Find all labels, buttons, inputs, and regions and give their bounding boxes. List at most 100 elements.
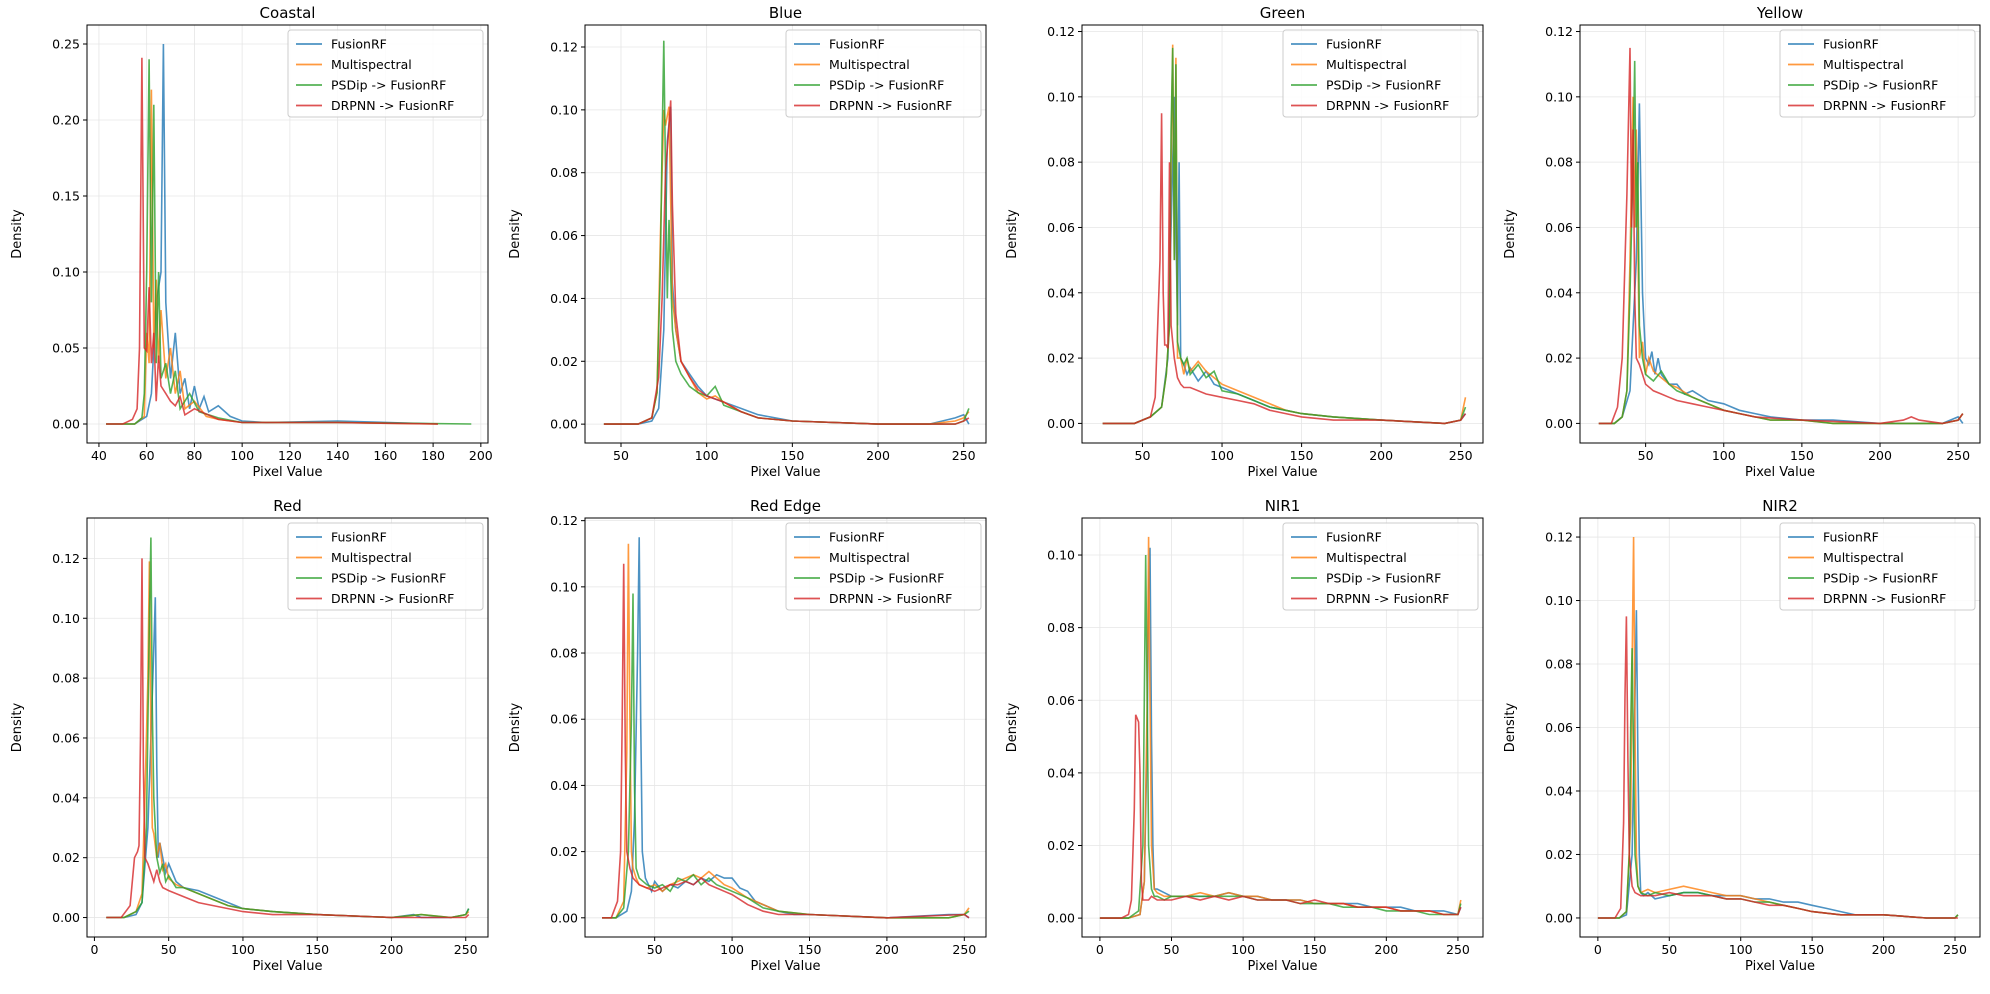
y-tick-label: 0.06 bbox=[1545, 720, 1573, 735]
legend-label: PSDip -> FusionRF bbox=[1326, 571, 1441, 586]
x-axis-label: Pixel Value bbox=[751, 465, 821, 480]
y-tick-label: 0.25 bbox=[52, 37, 80, 52]
y-tick-label: 0.10 bbox=[550, 102, 578, 117]
y-tick-label: 0.10 bbox=[1545, 89, 1573, 104]
legend-label: PSDip -> FusionRF bbox=[1823, 78, 1938, 93]
x-tick-label: 40 bbox=[91, 448, 107, 463]
y-tick-label: 0.00 bbox=[1047, 911, 1075, 926]
legend-label: DRPNN -> FusionRF bbox=[829, 98, 952, 113]
x-tick-label: 150 bbox=[1290, 448, 1314, 463]
x-tick-label: 200 bbox=[380, 942, 404, 957]
y-tick-label: 0.00 bbox=[1545, 910, 1573, 925]
y-tick-label: 0.04 bbox=[1047, 765, 1075, 780]
y-tick-label: 0.10 bbox=[52, 611, 80, 626]
x-tick-label: 0 bbox=[1096, 942, 1104, 957]
x-tick-label: 0 bbox=[1594, 942, 1602, 957]
legend-label: PSDip -> FusionRF bbox=[829, 571, 944, 586]
y-tick-label: 0.08 bbox=[550, 165, 578, 180]
legend-label: PSDip -> FusionRF bbox=[331, 571, 446, 586]
y-tick-label: 0.12 bbox=[1545, 530, 1573, 545]
y-tick-label: 0.04 bbox=[1545, 783, 1573, 798]
x-tick-label: 50 bbox=[1661, 942, 1677, 957]
y-tick-label: 0.04 bbox=[1047, 285, 1075, 300]
series-line-0 bbox=[1598, 103, 1964, 425]
series-line-1 bbox=[106, 561, 470, 919]
legend-box bbox=[785, 522, 982, 611]
y-tick-label: 0.00 bbox=[1545, 416, 1573, 431]
x-tick-label: 250 bbox=[1943, 942, 1967, 957]
x-tick-label: 250 bbox=[1446, 942, 1470, 957]
legend: FusionRF Multispectral PSDip -> FusionRF DR… bbox=[1282, 29, 1479, 118]
y-tick-label: 0.00 bbox=[52, 417, 80, 432]
series-line-2 bbox=[602, 593, 970, 919]
series-line-3 bbox=[106, 57, 438, 425]
y-tick-label: 0.02 bbox=[1047, 351, 1075, 366]
x-tick-label: 150 bbox=[780, 448, 804, 463]
x-tick-label: 100 bbox=[695, 448, 719, 463]
legend: FusionRF Multispectral PSDip -> FusionRF DR… bbox=[287, 29, 484, 118]
legend: FusionRF Multispectral PSDip -> FusionRF DR… bbox=[1282, 522, 1479, 611]
legend-label: FusionRF bbox=[1823, 530, 1879, 545]
x-tick-label: 100 bbox=[1712, 448, 1736, 463]
x-tick-label: 100 bbox=[1210, 448, 1234, 463]
subplot-green: 50 100 150 200 250 0.00 0.02 0.04 0.06 0.08 0.10 0.… bbox=[1005, 4, 1484, 480]
subplot-title: Blue bbox=[769, 4, 802, 22]
legend-label: FusionRF bbox=[331, 530, 387, 545]
legend-box bbox=[287, 522, 484, 611]
legend-label: DRPNN -> FusionRF bbox=[331, 591, 454, 606]
y-tick-label: 0.06 bbox=[52, 730, 80, 745]
y-tick-label: 0.00 bbox=[1047, 416, 1075, 431]
y-tick-label: 0.02 bbox=[1545, 351, 1573, 366]
y-tick-label: 0.12 bbox=[52, 551, 80, 566]
x-tick-label: 200 bbox=[1369, 448, 1393, 463]
y-tick-label: 0.02 bbox=[1545, 847, 1573, 862]
y-tick-label: 0.00 bbox=[550, 417, 578, 432]
legend-label: FusionRF bbox=[829, 37, 885, 52]
series-line-0 bbox=[1597, 610, 1959, 919]
series-line-2 bbox=[1099, 554, 1462, 919]
series-line-3 bbox=[602, 563, 970, 919]
x-axis-label: Pixel Value bbox=[1745, 959, 1815, 974]
series-line-3 bbox=[1598, 47, 1964, 425]
x-tick-label: 200 bbox=[1868, 448, 1892, 463]
subplot-title: Coastal bbox=[260, 4, 316, 22]
legend-box bbox=[287, 29, 484, 118]
x-tick-label: 100 bbox=[231, 942, 255, 957]
y-tick-label: 0.08 bbox=[1047, 620, 1075, 635]
legend-label: PSDip -> FusionRF bbox=[1823, 571, 1938, 586]
x-tick-label: 100 bbox=[230, 448, 254, 463]
legend-label: Multispectral bbox=[1326, 57, 1407, 72]
subplot-red: 0 50 100 150 200 250 0.00 0.02 0.04 0.06 0.08 0.10 0… bbox=[10, 497, 489, 974]
legend: FusionRF Multispectral PSDip -> FusionRF DR… bbox=[1779, 522, 1976, 611]
x-tick-label: 250 bbox=[952, 448, 976, 463]
y-tick-label: 0.12 bbox=[1047, 24, 1075, 39]
y-tick-label: 0.08 bbox=[52, 671, 80, 686]
subplot-nir1: 0 50 100 150 200 250 0.00 0.02 0.04 0.06 0.08 0.10 N… bbox=[1005, 497, 1484, 974]
y-axis-label: Density bbox=[508, 209, 523, 259]
x-tick-label: 120 bbox=[278, 448, 302, 463]
y-tick-label: 0.06 bbox=[550, 228, 578, 243]
y-tick-label: 0.06 bbox=[1047, 220, 1075, 235]
axes-frame bbox=[1081, 517, 1484, 938]
y-axis-label: Density bbox=[1503, 209, 1518, 259]
legend-label: DRPNN -> FusionRF bbox=[1326, 591, 1449, 606]
x-tick-label: 100 bbox=[1729, 942, 1753, 957]
x-tick-label: 200 bbox=[469, 448, 493, 463]
y-tick-label: 0.08 bbox=[550, 646, 578, 661]
subplot-title: Yellow bbox=[1756, 4, 1803, 22]
x-tick-label: 250 bbox=[952, 942, 976, 957]
axes-frame bbox=[584, 24, 987, 444]
y-tick-label: 0.04 bbox=[550, 291, 578, 306]
x-tick-label: 160 bbox=[373, 448, 397, 463]
y-axis-label: Density bbox=[1503, 702, 1518, 752]
series-line-1 bbox=[1598, 96, 1964, 425]
x-tick-label: 180 bbox=[421, 448, 445, 463]
legend-label: Multispectral bbox=[829, 57, 910, 72]
series-line-3 bbox=[1099, 714, 1462, 919]
y-tick-label: 0.02 bbox=[550, 844, 578, 859]
x-tick-label: 50 bbox=[1638, 448, 1654, 463]
subplot-nir2: 0 50 100 150 200 250 0.00 0.02 0.04 0.06 0.08 0.10 0… bbox=[1503, 497, 1981, 974]
y-tick-label: 0.06 bbox=[1047, 693, 1075, 708]
x-tick-label: 60 bbox=[139, 448, 155, 463]
